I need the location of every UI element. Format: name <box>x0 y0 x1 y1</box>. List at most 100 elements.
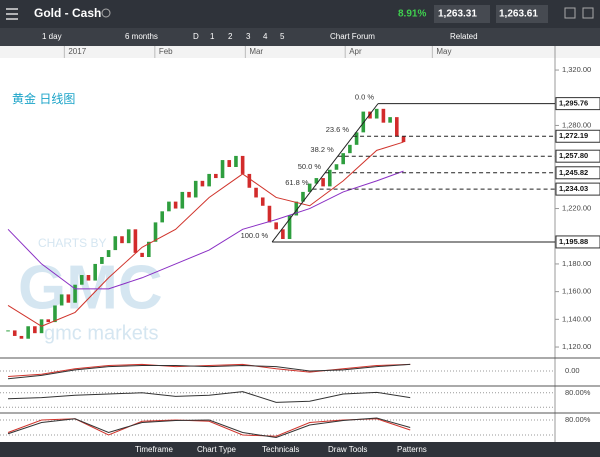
candle <box>401 136 406 143</box>
x-tick-label: 2017 <box>68 47 86 56</box>
candle <box>173 201 178 209</box>
date-row <box>0 46 600 58</box>
fib-pct: 23.6 % <box>326 125 350 134</box>
candle <box>301 191 305 202</box>
watermark: GMC <box>18 253 163 322</box>
buy-box[interactable] <box>496 5 548 23</box>
x-tick-label: Apr <box>349 47 362 56</box>
candle <box>227 160 232 167</box>
pane-tick-label: 0.00 <box>565 366 580 375</box>
candle <box>260 197 265 206</box>
y-tick-label: 1,220.00 <box>562 204 591 213</box>
window-icon[interactable] <box>564 7 576 19</box>
candle <box>281 229 285 240</box>
candle <box>321 178 325 187</box>
candle <box>167 201 171 212</box>
footer-tab[interactable]: Timeframe <box>135 445 173 454</box>
period[interactable]: D <box>193 32 199 41</box>
candle <box>53 305 57 323</box>
candle <box>307 183 312 192</box>
footer-tab[interactable]: Chart Type <box>197 445 237 454</box>
pane-tick-label: 80.00% <box>565 388 591 397</box>
toolbar <box>0 28 600 46</box>
candle <box>294 201 299 216</box>
y-tick-label: 1,180.00 <box>562 259 591 268</box>
candle <box>33 326 37 334</box>
candle <box>361 111 366 133</box>
footer-tab[interactable]: Technicals <box>262 445 299 454</box>
line <box>7 141 404 327</box>
x-tick-label: Mar <box>249 47 263 56</box>
period[interactable]: 2 <box>228 32 233 41</box>
candle <box>59 294 64 306</box>
search-icon[interactable] <box>101 8 111 18</box>
bottom-bar <box>0 442 600 457</box>
period[interactable]: 1 <box>210 32 215 41</box>
candle <box>147 241 151 258</box>
watermark: gmc markets <box>44 322 158 344</box>
footer-tab[interactable]: Draw Tools <box>328 445 367 454</box>
instrument-title: Gold - Cash <box>34 6 101 20</box>
period[interactable]: 4 <box>263 32 268 41</box>
candle <box>287 215 292 240</box>
candle <box>200 180 205 187</box>
interval[interactable]: 1 day <box>42 32 62 41</box>
candle <box>153 222 158 242</box>
period[interactable]: 5 <box>280 32 285 41</box>
candle <box>113 236 118 251</box>
candle <box>220 160 225 179</box>
price-box <box>555 97 600 111</box>
line <box>7 417 411 439</box>
candle <box>240 155 245 174</box>
fib-pct: 61.8 % <box>285 178 309 187</box>
candle <box>6 330 10 332</box>
candle <box>79 275 84 285</box>
price-label: 1,234.03 <box>559 184 588 193</box>
close-icon[interactable] <box>582 7 594 19</box>
candle <box>374 108 379 119</box>
candle <box>187 191 191 198</box>
candle <box>234 155 238 167</box>
watermark: CHARTS BY <box>38 236 106 250</box>
period[interactable]: 3 <box>246 32 251 41</box>
line <box>7 363 411 380</box>
candle <box>254 187 258 198</box>
candle <box>126 229 131 244</box>
price-label: 1,245.82 <box>559 168 588 177</box>
candle <box>214 173 218 179</box>
price-box <box>555 129 600 143</box>
range[interactable]: 6 months <box>125 32 158 41</box>
line <box>7 170 404 290</box>
y-tick-label: 1,320.00 <box>562 65 591 74</box>
price-label: 1,272.19 <box>559 131 588 140</box>
fib-pct: 50.0 % <box>298 162 322 171</box>
candle <box>93 263 97 281</box>
chart-title: 黄金 日线图 <box>12 91 75 106</box>
footer-tab[interactable]: Patterns <box>397 445 427 454</box>
price-label: 1,257.80 <box>559 151 588 160</box>
menu-icon[interactable] <box>6 8 18 20</box>
candle <box>120 236 124 244</box>
fib-pct: 38.2 % <box>310 145 334 154</box>
x-tick-label: Feb <box>159 47 173 56</box>
sell-box[interactable] <box>434 5 490 23</box>
candle <box>100 257 104 264</box>
candle <box>327 169 332 187</box>
chart-forum[interactable]: Chart Forum <box>330 32 375 41</box>
candle <box>395 117 399 137</box>
candle <box>86 275 91 281</box>
related[interactable]: Related <box>450 32 478 41</box>
price-box <box>555 182 600 196</box>
candle <box>354 132 359 145</box>
candle <box>19 335 24 339</box>
price-label: 1,295.76 <box>559 99 588 108</box>
candle <box>381 108 386 123</box>
fib-pct: 0.0 % <box>355 93 375 102</box>
candle <box>73 284 77 303</box>
sell-price: 1,263.31 <box>438 9 477 20</box>
price-box <box>555 235 600 249</box>
y-tick-label: 1,160.00 <box>562 287 591 296</box>
pane-tick-label: 80.00% <box>565 415 591 424</box>
